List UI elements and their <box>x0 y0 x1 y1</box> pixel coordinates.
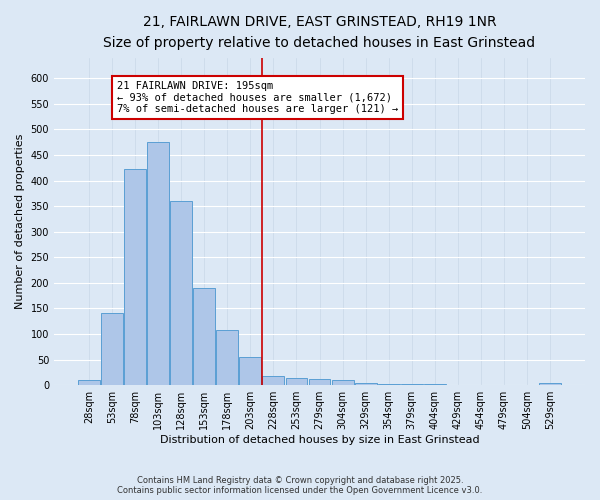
Bar <box>124 170 146 385</box>
Text: Contains HM Land Registry data © Crown copyright and database right 2025.
Contai: Contains HM Land Registry data © Crown c… <box>118 476 482 495</box>
Bar <box>239 357 262 385</box>
Bar <box>377 384 400 385</box>
Bar <box>424 384 446 385</box>
Bar <box>262 376 284 385</box>
Bar <box>401 384 422 385</box>
Bar <box>332 380 353 385</box>
Bar <box>193 288 215 385</box>
Bar <box>101 312 123 385</box>
Title: 21, FAIRLAWN DRIVE, EAST GRINSTEAD, RH19 1NR
Size of property relative to detach: 21, FAIRLAWN DRIVE, EAST GRINSTEAD, RH19… <box>103 15 536 50</box>
Bar <box>286 378 307 385</box>
Bar <box>78 380 100 385</box>
Bar <box>308 379 331 385</box>
X-axis label: Distribution of detached houses by size in East Grinstead: Distribution of detached houses by size … <box>160 435 479 445</box>
Text: 21 FAIRLAWN DRIVE: 195sqm
← 93% of detached houses are smaller (1,672)
7% of sem: 21 FAIRLAWN DRIVE: 195sqm ← 93% of detac… <box>117 80 398 114</box>
Bar <box>355 382 377 385</box>
Bar <box>147 142 169 385</box>
Y-axis label: Number of detached properties: Number of detached properties <box>15 134 25 309</box>
Bar <box>539 382 561 385</box>
Bar <box>170 201 192 385</box>
Bar <box>217 330 238 385</box>
